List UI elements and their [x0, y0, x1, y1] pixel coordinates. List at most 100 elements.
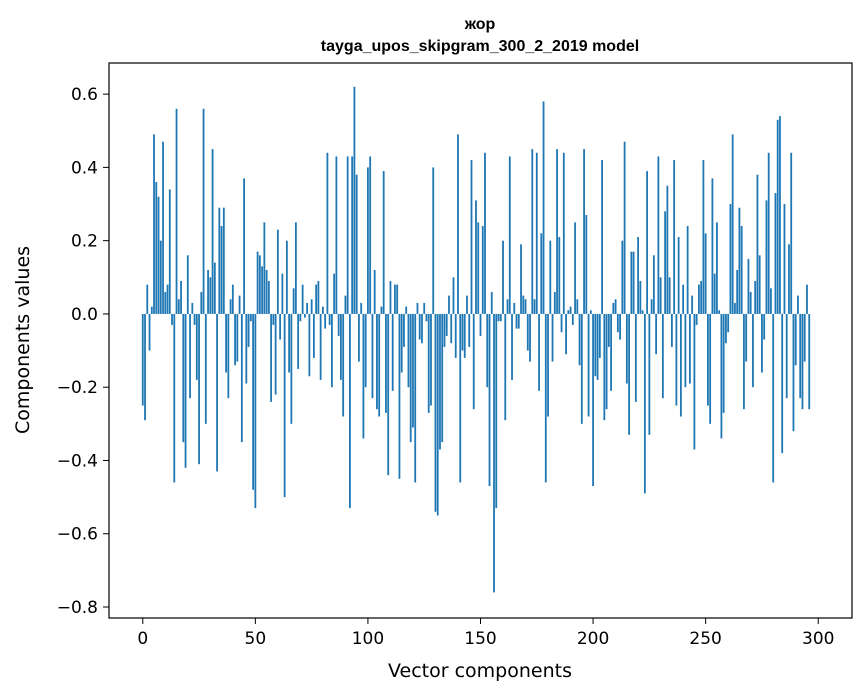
bar — [490, 291, 493, 314]
bar — [808, 313, 811, 410]
bar — [612, 302, 615, 314]
bar — [515, 313, 518, 329]
bar — [229, 299, 232, 314]
bar — [797, 295, 799, 314]
bar — [454, 313, 457, 358]
bar — [661, 313, 664, 399]
bar — [578, 313, 581, 366]
bar — [209, 277, 212, 314]
bar — [299, 313, 302, 322]
bar — [504, 313, 507, 421]
bar — [175, 108, 178, 314]
bar — [632, 251, 635, 314]
bar — [333, 273, 336, 314]
bar — [234, 313, 236, 366]
bar — [758, 255, 761, 314]
bar — [569, 306, 572, 314]
bar — [513, 302, 516, 314]
bar — [430, 313, 432, 406]
bar — [362, 313, 365, 439]
bar — [182, 313, 185, 443]
bar — [360, 302, 363, 314]
bar — [317, 280, 320, 314]
bar — [290, 313, 293, 424]
bar — [574, 222, 576, 314]
bar — [403, 313, 405, 347]
bar — [470, 160, 473, 314]
bar — [614, 299, 617, 314]
bar — [337, 313, 340, 336]
bar — [756, 174, 759, 314]
bar — [369, 156, 372, 314]
bar — [434, 313, 437, 512]
bar — [538, 313, 540, 391]
bar — [774, 193, 777, 314]
bar — [486, 313, 489, 388]
bar — [567, 310, 570, 314]
bar — [499, 313, 502, 322]
bar — [571, 313, 574, 325]
bar — [497, 313, 500, 322]
y-tick-label: 0.2 — [71, 232, 98, 252]
bar — [781, 313, 784, 454]
bar — [587, 313, 590, 417]
bar — [324, 313, 327, 329]
bar — [481, 226, 484, 314]
bar — [650, 299, 653, 314]
bar — [249, 313, 252, 322]
bar — [373, 269, 376, 314]
y-axis-label: Components values — [12, 246, 34, 434]
bar — [382, 171, 385, 314]
x-tick-label: 0 — [137, 629, 148, 649]
bar — [511, 313, 513, 380]
bar — [335, 156, 338, 314]
bar — [301, 284, 304, 314]
bar — [227, 313, 230, 399]
bar — [439, 313, 441, 450]
bar — [463, 313, 466, 358]
bar — [400, 313, 403, 373]
bar — [682, 284, 685, 314]
bar — [144, 313, 146, 421]
bar — [562, 152, 565, 314]
x-axis-ticks: 0 50 100 150 200 250 300 — [137, 618, 834, 649]
bar — [641, 310, 644, 314]
bar — [367, 167, 369, 314]
bar — [265, 269, 268, 314]
bar — [416, 302, 419, 314]
bar — [583, 149, 585, 314]
y-tick-label: −0.8 — [57, 598, 98, 618]
bar — [414, 313, 417, 483]
bar — [342, 313, 345, 417]
bar — [664, 211, 667, 314]
bar — [488, 313, 491, 487]
bar — [423, 302, 426, 314]
bar — [731, 134, 734, 314]
bar — [576, 299, 579, 314]
bar — [279, 313, 282, 340]
bar — [409, 313, 412, 443]
bar — [648, 313, 651, 435]
bar — [704, 233, 707, 314]
bar — [565, 313, 567, 355]
bar — [308, 313, 311, 377]
bar — [202, 108, 205, 314]
bar — [594, 313, 597, 377]
bar — [506, 299, 509, 314]
bar — [303, 313, 306, 318]
bar — [547, 313, 549, 417]
bar — [252, 313, 254, 490]
bar — [668, 277, 671, 314]
bar — [353, 86, 356, 314]
bar — [153, 134, 155, 314]
bar — [479, 313, 482, 336]
bar — [436, 313, 439, 516]
bar — [186, 255, 189, 314]
bar — [551, 313, 554, 362]
bar — [806, 284, 808, 314]
bar — [457, 134, 459, 314]
bar — [200, 291, 203, 314]
bar — [736, 269, 739, 314]
bar — [677, 237, 680, 314]
bar — [493, 313, 495, 593]
